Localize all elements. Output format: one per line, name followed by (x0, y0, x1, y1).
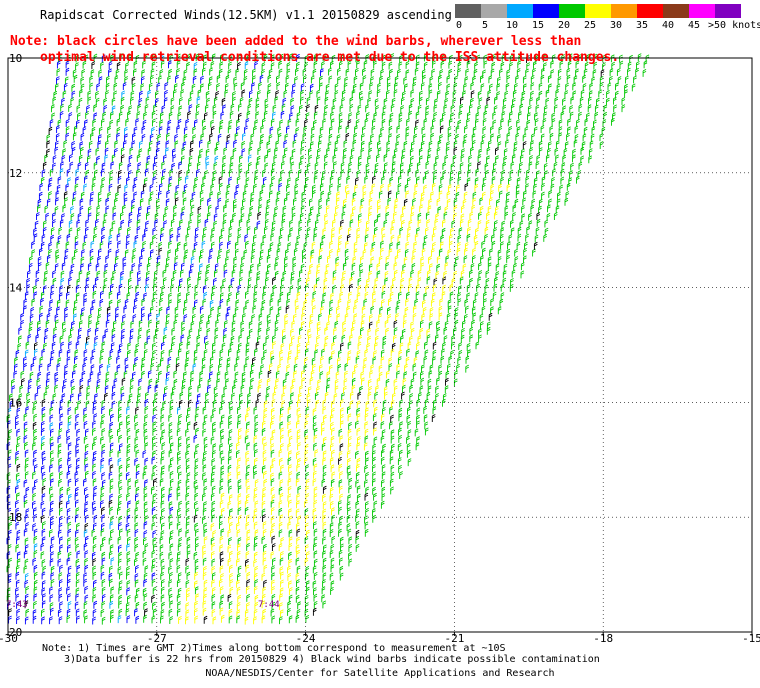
axis-ticks: -30 -27 -24 -21 -18 -15 10 12 14 16 18 20 (0, 52, 760, 645)
colorbar-label: 0 (456, 20, 463, 31)
time-label-first: 7:43 (6, 600, 28, 610)
time-label-second: 7:44 (258, 600, 280, 610)
colorbar-swatch (689, 4, 715, 18)
colorbar-swatch (585, 4, 611, 18)
colorbar-label: 45 (688, 20, 701, 31)
y-tick-label: 10 (9, 52, 22, 65)
notice-line-1: Note: black circles have been added to t… (10, 34, 582, 49)
footer-note-line-2: 3)Data buffer is 22 hrs from 20150829 4)… (64, 654, 600, 665)
colorbar-label: 5 (482, 20, 489, 31)
colorbar-swatch (611, 4, 637, 18)
wind-barbs (6, 53, 650, 625)
speed-colorbar (455, 4, 741, 18)
wind-barb-group (8, 54, 605, 624)
colorbar-swatch (559, 4, 585, 18)
footer-note-line-1: Note: 1) Times are GMT 2)Times along bot… (42, 643, 506, 654)
plot-frame (7, 57, 753, 633)
colorbar-swatch (663, 4, 689, 18)
colorbar-label: 35 (636, 20, 649, 31)
wind-barb-group (6, 53, 324, 625)
plot-border (7, 57, 753, 633)
x-tick-label: -24 (296, 632, 316, 645)
y-tick-label: 18 (9, 511, 22, 524)
colorbar-swatch (481, 4, 507, 18)
colorbar-label: 20 (558, 20, 571, 31)
x-tick-label: -18 (593, 632, 613, 645)
colorbar-swatch (455, 4, 481, 18)
colorbar-label: 40 (662, 20, 675, 31)
x-tick-label: -27 (147, 632, 167, 645)
colorbar-swatch (507, 4, 533, 18)
x-tick-label: -15 (742, 632, 760, 645)
colorbar-label: 10 (506, 20, 519, 31)
wind-barb-group (178, 182, 511, 625)
footer-credit: NOAA/NESDIS/Center for Satellite Applica… (205, 668, 555, 679)
x-tick-label: -21 (444, 632, 464, 645)
colorbar-swatch (715, 4, 741, 18)
x-tick-label: -30 (0, 632, 18, 645)
colorbar-swatch (533, 4, 559, 18)
colorbar-labels: 0 5 10 15 20 25 30 35 40 45 >50 knots (442, 20, 760, 34)
y-tick-label: 20 (9, 626, 22, 639)
colorbar-label: 15 (532, 20, 545, 31)
y-tick-label: 14 (9, 282, 23, 295)
notice-line-2: optimal wind retrieval conditions are me… (40, 50, 620, 65)
map-title: Rapidscat Corrected Winds(12.5KM) v1.1 2… (40, 8, 452, 22)
colorbar-label: 30 (610, 20, 623, 31)
colorbar-label: >50 knots (708, 20, 760, 31)
wind-barb-group (7, 53, 276, 624)
y-tick-label: 16 (9, 396, 22, 409)
colorbar-swatch (637, 4, 663, 18)
y-tick-label: 12 (9, 167, 22, 180)
colorbar-label: 25 (584, 20, 597, 31)
